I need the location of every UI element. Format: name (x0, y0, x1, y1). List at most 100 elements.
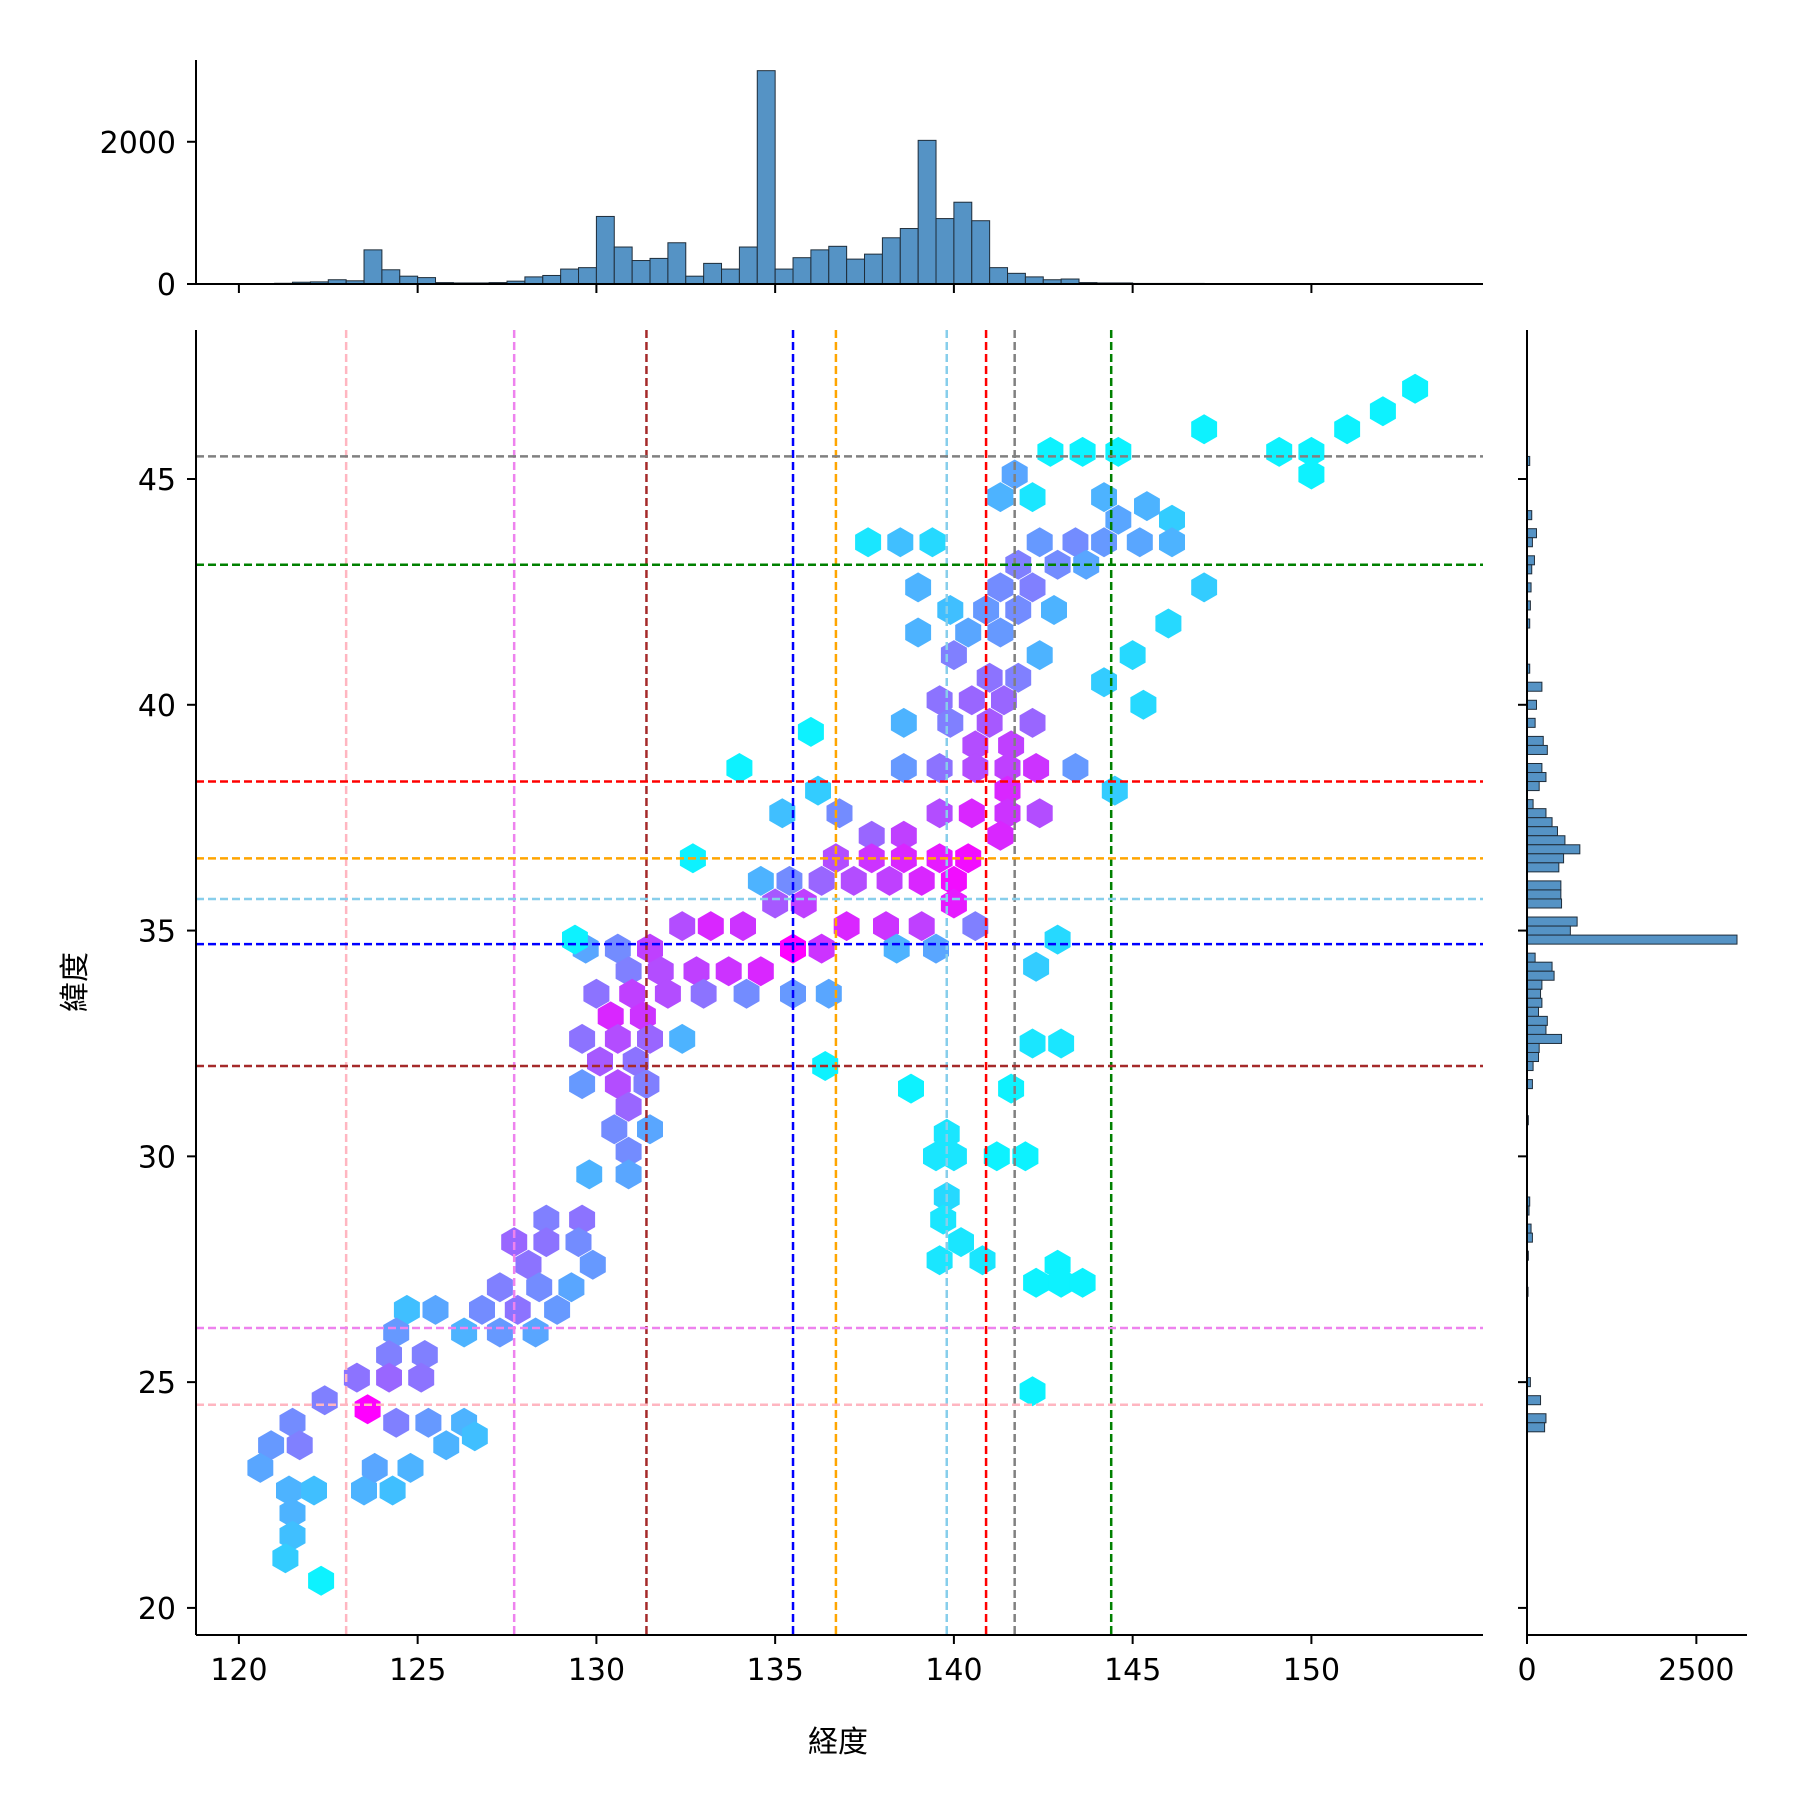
hexbin-cell (422, 1294, 449, 1325)
hexbin-cell (733, 978, 760, 1009)
top-histogram-bars (238, 70, 1384, 285)
hexbin-cell (286, 1430, 313, 1461)
top-histogram-bar (917, 139, 937, 285)
hexbin-cell (1026, 527, 1053, 558)
hexbin-cell (515, 1249, 542, 1280)
top-histogram: 0 2000 (100, 60, 1483, 303)
top-histogram-ticks: 0 2000 (100, 126, 1313, 303)
hexbin-cell (576, 1159, 603, 1190)
x-tick-label: 140 (925, 1653, 982, 1688)
x-axis-title: 経度 (808, 1725, 868, 1760)
hexbin-cell (905, 617, 932, 648)
y-tick-label: 20 (138, 1592, 176, 1627)
hexbin-cell (998, 730, 1025, 761)
top-histogram-bar (989, 267, 1009, 285)
hexbin-cell (1005, 662, 1032, 693)
hexbin-cell (1044, 549, 1071, 580)
right-histogram-bar (1526, 1422, 1546, 1433)
hexbin-cell (987, 617, 1014, 648)
right-x-tick-label: 0 (1517, 1653, 1536, 1688)
y-tick-label: 45 (138, 463, 176, 498)
top-histogram-bar (935, 218, 955, 285)
hexbin-cell (1012, 1141, 1039, 1172)
hexbin-cell (276, 1475, 302, 1506)
right-histogram-bar (1526, 916, 1578, 927)
hexbin-cell (258, 1430, 285, 1461)
right-histogram-bar (1526, 762, 1543, 774)
main-y-ticks: 20 25 30 35 40 45 (138, 463, 196, 1627)
top-histogram-bar (381, 269, 401, 285)
hexbin-cell (730, 911, 756, 942)
hexbin-cell (1044, 924, 1071, 955)
right-histogram-bar (1526, 844, 1581, 855)
hexbin-cell (1019, 572, 1046, 603)
hexbin-cell (683, 956, 710, 987)
hexbin-cell (604, 1023, 631, 1054)
hexbin-cell (1091, 527, 1117, 558)
hexbin-cell (858, 820, 885, 851)
hexbin-cell (486, 1317, 513, 1348)
hexbin-cell (1041, 595, 1067, 625)
hexbin-cell (1023, 1267, 1050, 1298)
right-histogram: 0 2500 (1517, 330, 1747, 1688)
top-histogram-bar (971, 220, 991, 285)
hexbin-cell (637, 933, 663, 964)
hexbin-cell (562, 924, 588, 955)
hexbin-cell (604, 933, 631, 964)
hexbin-cell (962, 911, 989, 942)
top-histogram-bar (685, 275, 705, 285)
right-histogram-bar (1526, 772, 1547, 783)
y-tick-label: 40 (138, 689, 176, 724)
hexbin-cell (808, 933, 835, 964)
hexbin-cell (633, 1069, 660, 1100)
hexbin-cell (1091, 482, 1117, 513)
hexbin-cell (272, 1543, 299, 1574)
hexbin-cell (1026, 798, 1053, 829)
hexbin-cell (1130, 689, 1157, 720)
top-histogram-bar (792, 257, 812, 285)
right-histogram-bar (1526, 699, 1537, 710)
top-histogram-bar (631, 260, 651, 285)
hexbin-cell (958, 685, 985, 716)
hexbin-cell (808, 865, 835, 896)
hexbin-cell (958, 798, 985, 829)
hexbin-cell (890, 753, 917, 783)
hexbin-cell (873, 911, 899, 942)
top-histogram-bar (667, 242, 687, 285)
hexbin-cell (926, 798, 953, 829)
hexbin-cell (376, 1362, 402, 1393)
top-histogram-bar (363, 249, 383, 285)
hexbin-cell (1105, 436, 1132, 467)
top-histogram-bar (828, 245, 848, 285)
top-histogram-bar (738, 246, 758, 285)
right-histogram-bar (1526, 735, 1544, 746)
y-tick-label: 35 (138, 915, 176, 950)
hexbin-cell (715, 956, 742, 987)
hexbin-cell (569, 1023, 596, 1054)
hexbin-cell (311, 1385, 338, 1416)
right-histogram-bar (1526, 817, 1553, 828)
hexbin-cell (579, 1249, 606, 1280)
hexbin-cell (1298, 436, 1325, 467)
hexbin-cell (669, 1023, 696, 1054)
hexbin-cell (647, 956, 674, 987)
hexbin-cell (1159, 527, 1185, 558)
hexbin-cell (937, 707, 964, 738)
top-y-tick-label: 2000 (100, 126, 176, 161)
hexbin-cell (583, 978, 610, 1009)
hexbin-cell (747, 865, 774, 896)
hexbin-cell (383, 1317, 410, 1348)
right-histogram-bar (1526, 1006, 1540, 1017)
right-histogram-bar (1526, 1033, 1563, 1044)
top-histogram-bar (524, 276, 544, 285)
top-y-tick-label: 0 (157, 268, 176, 303)
hexbin-cell (987, 482, 1014, 513)
hexbin-cell (301, 1475, 327, 1506)
right-histogram-bar (1526, 1413, 1547, 1424)
hexbin-cell (1023, 753, 1050, 783)
hexbin-cell (397, 1452, 424, 1483)
hexbin-cell (923, 933, 949, 964)
hexbin-cell (622, 1046, 649, 1077)
x-tick-label: 120 (210, 1653, 267, 1688)
hexbin-cell (998, 1073, 1025, 1104)
